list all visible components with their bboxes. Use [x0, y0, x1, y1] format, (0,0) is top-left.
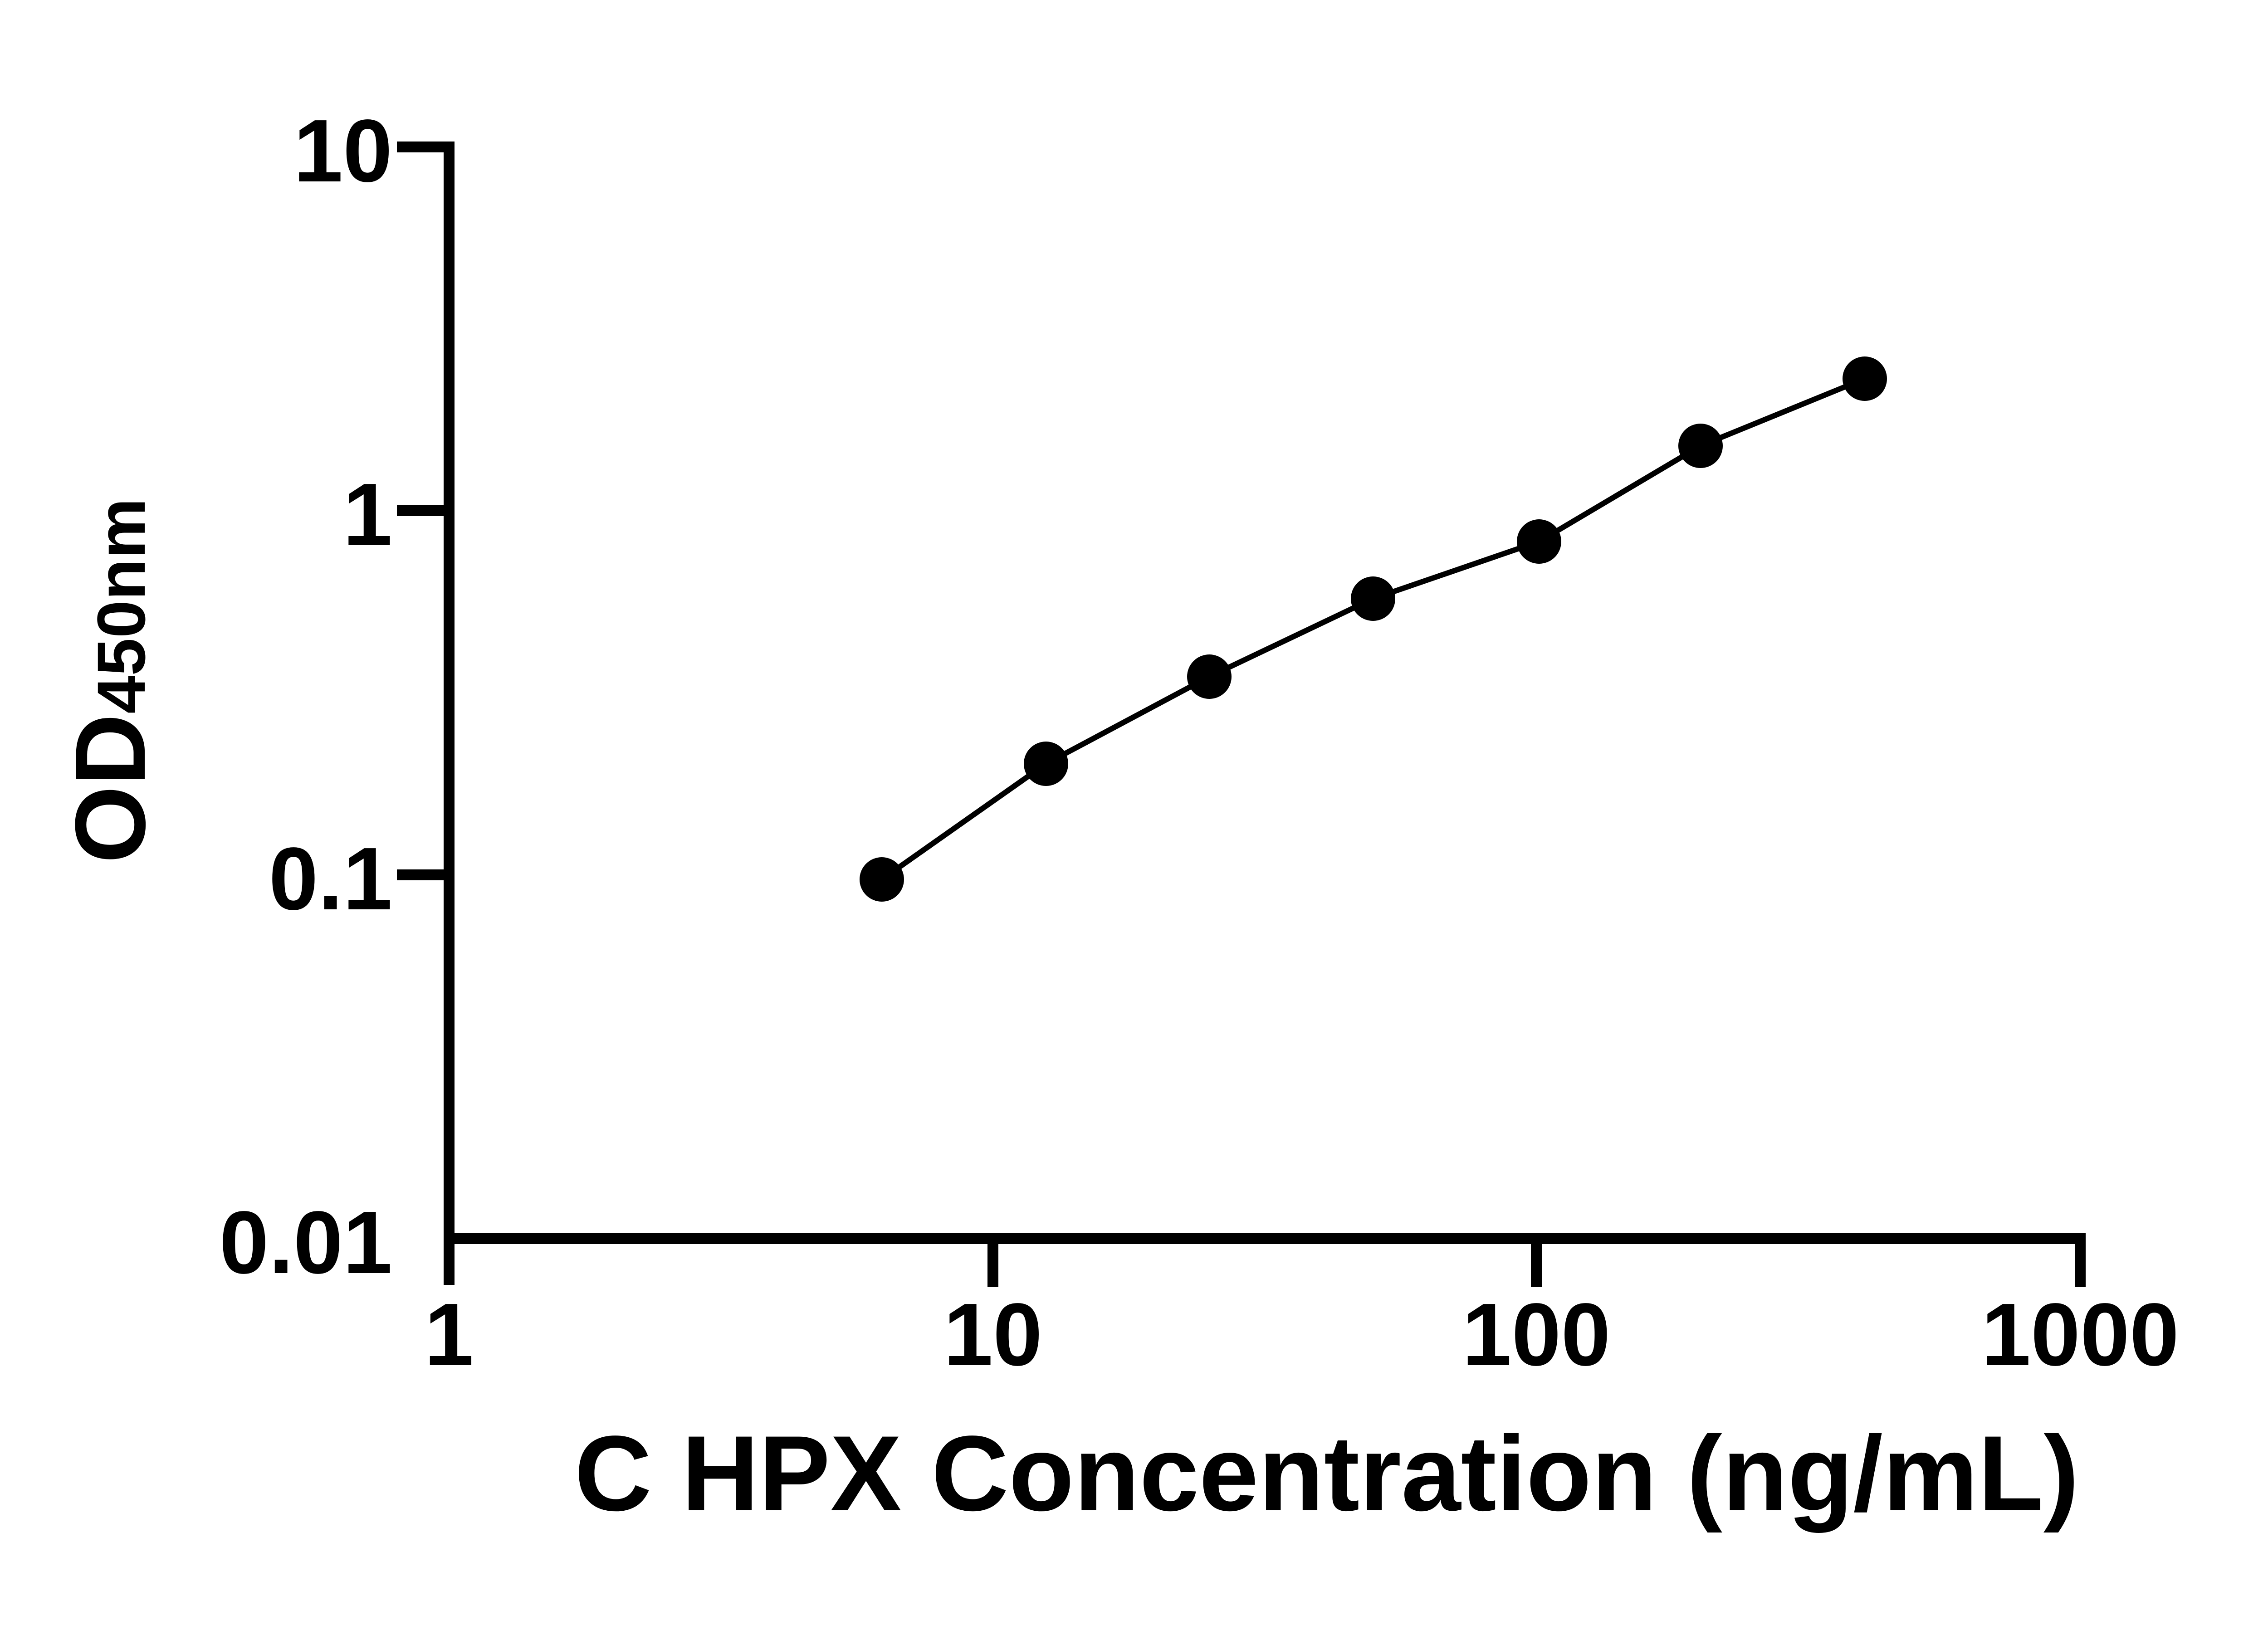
svg-text:1000: 1000	[1981, 1285, 2179, 1384]
svg-text:10: 10	[293, 101, 392, 200]
svg-text:OD450nm: OD450nm	[54, 498, 166, 863]
svg-text:C HPX Concentration (ng/mL): C HPX Concentration (ng/mL)	[574, 1414, 2079, 1533]
svg-text:0.01: 0.01	[220, 1193, 392, 1292]
svg-text:10: 10	[943, 1285, 1042, 1384]
svg-text:100: 100	[1462, 1285, 1610, 1384]
svg-text:0.1: 0.1	[269, 829, 392, 928]
svg-text:1: 1	[343, 465, 392, 564]
svg-text:1: 1	[424, 1285, 474, 1384]
